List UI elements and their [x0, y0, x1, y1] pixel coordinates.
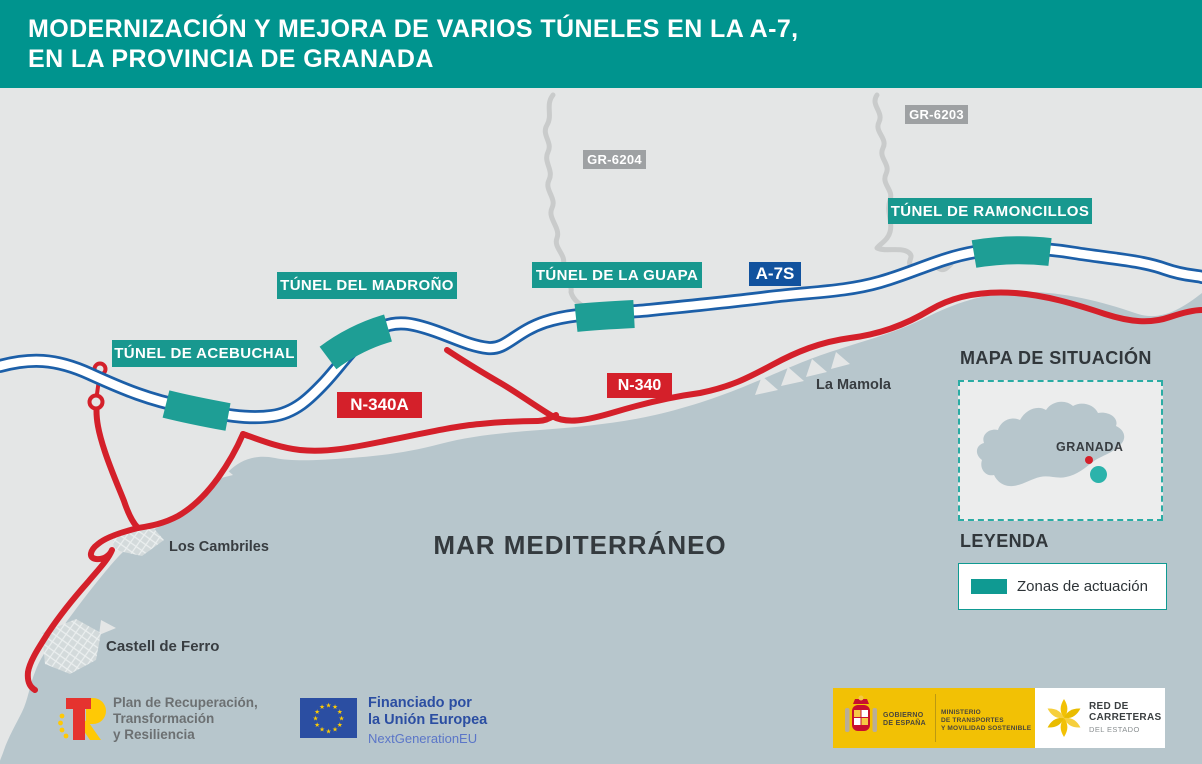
road-roundabout-branch [93, 399, 141, 531]
prtr-logo [58, 698, 106, 740]
legend-box: Zonas de actuación [958, 563, 1167, 610]
tunnel-zone-madrono [319, 314, 393, 370]
badge-n-340: N-340 [607, 373, 672, 398]
sea-label: MAR MEDITERRÁNEO [433, 530, 727, 560]
tunnel-zones [162, 236, 1052, 431]
eu-flag-stars: ★ ★★ ★★★ ★★★ ★★★ [313, 701, 345, 735]
svg-text:★: ★ [314, 708, 320, 716]
andalusia-shape [976, 401, 1125, 487]
svg-text:★: ★ [326, 727, 332, 735]
ministerio-line2: DE TRANSPORTES [941, 717, 1004, 724]
badge-tunel-guapa: TÚNEL DE LA GUAPA [532, 262, 702, 288]
badge-gr-6204: GR-6204 [583, 150, 646, 169]
tunnel-zone-acebuchal [162, 390, 231, 431]
road-n340a [240, 412, 559, 454]
place-los-cambriles: Los Cambriles [169, 539, 269, 555]
header-banner: MODERNIZACIÓN Y MEJORA DE VARIOS TÚNELES… [0, 0, 1202, 88]
svg-text:★: ★ [337, 708, 343, 716]
map-canvas: GR-6203 GR-6204 A-7S N-340 N-340A TÚNEL … [0, 88, 1202, 764]
svg-text:★: ★ [332, 703, 338, 711]
legend-swatch-zonas [971, 579, 1007, 594]
coast-notches [99, 352, 850, 635]
gobierno-text: GOBIERNO DE ESPAÑA [883, 712, 926, 728]
svg-text:★: ★ [319, 703, 325, 711]
gobierno-line2: DE ESPAÑA [883, 720, 927, 727]
page-title-line1: MODERNIZACIÓN Y MEJORA DE VARIOS TÚNELES… [28, 15, 799, 43]
eu-flag-field [300, 698, 357, 738]
place-castell-de-ferro: Castell de Ferro [106, 638, 220, 655]
badge-n-340a: N-340A [337, 392, 422, 418]
prtr-line3: y Resiliencia [113, 727, 195, 742]
ministerio-line1: MINISTERIO [941, 709, 981, 716]
road-gr-6204 [542, 92, 615, 315]
prtr-text: Plan de Recuperación, Transformación y R… [113, 695, 258, 743]
svg-text:★: ★ [326, 701, 332, 709]
legend-title: LEYENDA [960, 531, 1049, 551]
svg-text:★: ★ [339, 714, 345, 722]
red-line1: RED DE [1089, 701, 1129, 712]
gobierno-espana-logo-box: GOBIERNO DE ESPAÑA MINISTERIO DE TRANSPO… [833, 688, 1035, 748]
badge-a-7s: A-7S [749, 262, 801, 286]
svg-text:★: ★ [319, 726, 325, 734]
prtr-line1: Plan de Recuperación, [113, 695, 258, 710]
badge-gr-6203: GR-6203 [905, 105, 968, 124]
mediterranean-sea [0, 291, 1202, 764]
ministerio-line3: Y MOVILIDAD SOSTENIBLE [941, 725, 1032, 732]
gobierno-line1: GOBIERNO [883, 712, 924, 719]
road-n340a-south [24, 431, 246, 693]
red-carreteras-logo-box: RED DE CARRETERAS DEL ESTADO [1035, 688, 1165, 748]
tunnel-zone-ramoncillos [971, 236, 1052, 268]
andalusia-silhouette [976, 401, 1125, 487]
badge-tunel-acebuchal: TÚNEL DE ACEBUCHAL [112, 340, 297, 367]
ministerio-text: MINISTERIO DE TRANSPORTES Y MOVILIDAD SO… [941, 709, 1031, 733]
legend-item-label: Zonas de actuación [1017, 578, 1148, 595]
map-graphics [0, 92, 1202, 764]
eu-text-nextgen: NextGenerationEU [368, 731, 478, 746]
red-line3: DEL ESTADO [1089, 725, 1140, 734]
prtr-logo-T [66, 698, 91, 740]
place-la-mamola: La Mamola [816, 377, 891, 393]
situation-map-inset: GRANADA [958, 380, 1163, 521]
badge-tunel-ramoncillos: TÚNEL DE RAMONCILLOS [888, 198, 1092, 224]
inset-city-label: GRANADA [1056, 440, 1124, 454]
eu-flag: ★ ★★ ★★★ ★★★ ★★★ [300, 698, 357, 738]
roundabout-south [87, 393, 105, 411]
prtr-logo-dots [58, 713, 69, 739]
situation-map-title: MAPA DE SITUACIÓN [960, 348, 1152, 368]
inset-granada-dot [1085, 456, 1093, 464]
gov-logo-divider [935, 694, 936, 742]
urban-castell-de-ferro [42, 619, 101, 674]
tunnel-zone-guapa [574, 300, 635, 332]
page-title-line2: EN LA PROVINCIA DE GRANADA [28, 45, 434, 73]
eu-funding-text: Financiado por la Unión Europea NextGene… [368, 695, 487, 746]
eu-text-line1: Financiado por [368, 695, 472, 711]
eu-text-line2: la Unión Europea [368, 712, 488, 728]
prtr-line2: Transformación [113, 711, 215, 726]
svg-text:★: ★ [337, 721, 343, 729]
inset-action-zone-dot [1090, 466, 1107, 483]
red-carreteras-star-icon [1047, 699, 1081, 737]
svg-text:★: ★ [313, 714, 319, 722]
red-line2: CARRETERAS [1089, 712, 1162, 723]
svg-text:★: ★ [314, 721, 320, 729]
svg-text:★: ★ [332, 726, 338, 734]
spain-coat-of-arms [845, 695, 877, 732]
red-roads [24, 289, 1202, 693]
badge-tunel-madrono: TÚNEL DEL MADROÑO [277, 272, 457, 299]
red-carreteras-text: RED DE CARRETERAS DEL ESTADO [1089, 701, 1161, 734]
